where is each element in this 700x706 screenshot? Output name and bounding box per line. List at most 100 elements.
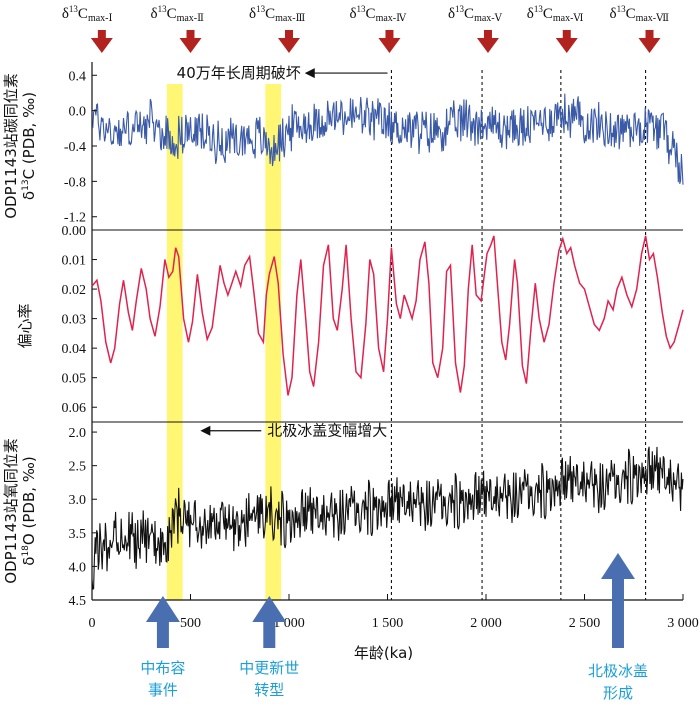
- y-label-d13C-line1: ODP1143站碳同位素: [2, 73, 20, 219]
- marker-label-1: δ13Cmax-Ⅱ: [151, 4, 205, 24]
- event-label-line2: 事件: [148, 681, 178, 699]
- marker-sup: 13: [158, 4, 168, 14]
- y-tick-label-d18O-1: 2.5: [69, 460, 87, 475]
- y-tick-label-ecc-1: 0.05: [62, 372, 87, 387]
- highlight-band-1: [265, 84, 282, 600]
- marker-1: δ13Cmax-Ⅱ: [151, 4, 205, 53]
- y-label-d18O-line1: ODP1143站氧同位素: [2, 438, 20, 584]
- y-tick-label-d18O-4: 4.0: [69, 560, 87, 575]
- y-label-prefix: δ: [20, 191, 38, 200]
- marker-base: C: [626, 6, 636, 22]
- y-label-d18O-line2: δ18O (PDB, ‰): [20, 456, 38, 565]
- marker-prefix: δ: [448, 6, 455, 22]
- marker-base: C: [464, 6, 474, 22]
- y-label-d13C-line2: δ13C (PDB, ‰): [20, 92, 38, 200]
- y-tick-label-ecc-4: 0.02: [62, 283, 87, 298]
- marker-sub: max-Ⅰ: [88, 13, 113, 24]
- marker-prefix: δ: [249, 6, 256, 22]
- highlight-band-0: [166, 84, 183, 600]
- series-line-ecc: [91, 235, 684, 396]
- y-tick-label-ecc-5: 0.01: [62, 254, 87, 269]
- y-tick-label-d13C-4: -1.2: [64, 211, 86, 226]
- marker-arrow-icon-6: [638, 30, 661, 53]
- annotation-text: 40万年长周期破坏: [177, 64, 301, 82]
- marker-base: C: [543, 6, 553, 22]
- marker-base: C: [78, 6, 88, 22]
- event-arrow-icon-0: [145, 596, 180, 648]
- marker-label-4: δ13Cmax-Ⅴ: [448, 4, 503, 24]
- y-label-sup: 13: [21, 179, 31, 190]
- event-label-line2: 转型: [254, 681, 284, 699]
- y-label-rest: C (PDB, ‰): [20, 92, 38, 180]
- marker-label-5: δ13Cmax-Ⅵ: [527, 4, 584, 24]
- marker-prefix: δ: [610, 6, 617, 22]
- annotation-arrowhead-icon: [200, 425, 211, 436]
- annotation-d18O: 北极冰盖变幅增大: [200, 422, 387, 440]
- marker-5: δ13Cmax-Ⅵ: [527, 4, 584, 53]
- marker-sub: max-Ⅱ: [177, 13, 205, 24]
- y-tick-label-ecc-3: 0.03: [62, 313, 87, 328]
- x-tick-label-3: 1 500: [372, 616, 404, 631]
- y-tick-label-d18O-0: 2.0: [69, 426, 87, 441]
- y-tick-label-d18O-2: 3.0: [69, 493, 87, 508]
- y-tick-label-ecc-2: 0.04: [62, 342, 87, 357]
- y-tick-label-ecc-0: 0.06: [62, 401, 87, 416]
- marker-sub: max-Ⅳ: [376, 13, 408, 24]
- marker-label-2: δ13Cmax-Ⅲ: [249, 4, 306, 24]
- series-line-d18O: [91, 446, 684, 590]
- y-tick-label-d13C-3: -0.8: [64, 175, 86, 190]
- event-arrow-icon-1: [252, 596, 287, 648]
- x-tick-label-6: 3 000: [667, 616, 699, 631]
- marker-sub: max-Ⅵ: [553, 13, 584, 24]
- y-tick-label-d18O-3: 3.5: [69, 527, 87, 542]
- marker-sub: max-Ⅴ: [474, 13, 503, 24]
- marker-0: δ13Cmax-Ⅰ: [62, 4, 113, 53]
- y-tick-label-d18O-5: 4.5: [69, 594, 87, 609]
- marker-base: C: [366, 6, 376, 22]
- marker-sup: 13: [357, 4, 367, 14]
- marker-prefix: δ: [349, 6, 356, 22]
- marker-sup: 13: [617, 4, 627, 14]
- marker-sub: max-Ⅲ: [275, 13, 306, 24]
- y-tick-label-d13C-2: -0.4: [64, 140, 86, 155]
- y-label-prefix: δ: [20, 557, 38, 566]
- y-label-sup: 18: [21, 545, 31, 557]
- event-arrow-icon-2: [600, 553, 635, 648]
- marker-base: C: [167, 6, 177, 22]
- annotation-d13C: 40万年长周期破坏: [177, 64, 388, 82]
- marker-label-0: δ13Cmax-Ⅰ: [62, 4, 113, 24]
- marker-arrow-icon-4: [476, 30, 499, 53]
- marker-sup: 13: [455, 4, 465, 14]
- event-label-line1: 中更新世: [239, 659, 299, 677]
- marker-arrow-icon-0: [90, 30, 113, 53]
- y-label-ecc: 偏心率: [16, 303, 34, 348]
- x-tick-label-4: 2 000: [470, 616, 502, 631]
- marker-2: δ13Cmax-Ⅲ: [249, 4, 306, 53]
- marker-prefix: δ: [151, 6, 158, 22]
- event-label-line1: 北极冰盖: [588, 662, 648, 680]
- y-tick-label-ecc-6: 0.00: [62, 224, 87, 239]
- marker-sup: 13: [256, 4, 266, 14]
- marker-sup: 13: [69, 4, 79, 14]
- marker-base: C: [265, 6, 275, 22]
- marker-label-6: δ13Cmax-Ⅶ: [610, 4, 670, 24]
- marker-arrow-icon-2: [278, 30, 300, 53]
- event-label-line2: 形成: [603, 684, 633, 702]
- marker-6: δ13Cmax-Ⅶ: [610, 4, 670, 53]
- marker-prefix: δ: [527, 6, 534, 22]
- y-tick-label-d13C-0: 0.4: [69, 69, 87, 84]
- annotation-arrowhead-icon: [304, 68, 315, 79]
- marker-sub: max-Ⅶ: [636, 13, 670, 24]
- marker-4: δ13Cmax-Ⅴ: [448, 4, 503, 53]
- y-label-rest: O (PDB, ‰): [20, 456, 38, 545]
- marker-sup: 13: [534, 4, 544, 14]
- marker-arrow-icon-5: [555, 30, 578, 53]
- x-tick-label-5: 2 500: [569, 616, 601, 631]
- x-tick-label-1: 500: [180, 616, 201, 631]
- y-tick-label-d13C-1: 0.0: [69, 105, 87, 120]
- event-label-line1: 中布容: [140, 659, 185, 677]
- x-tick-label-0: 0: [89, 616, 96, 631]
